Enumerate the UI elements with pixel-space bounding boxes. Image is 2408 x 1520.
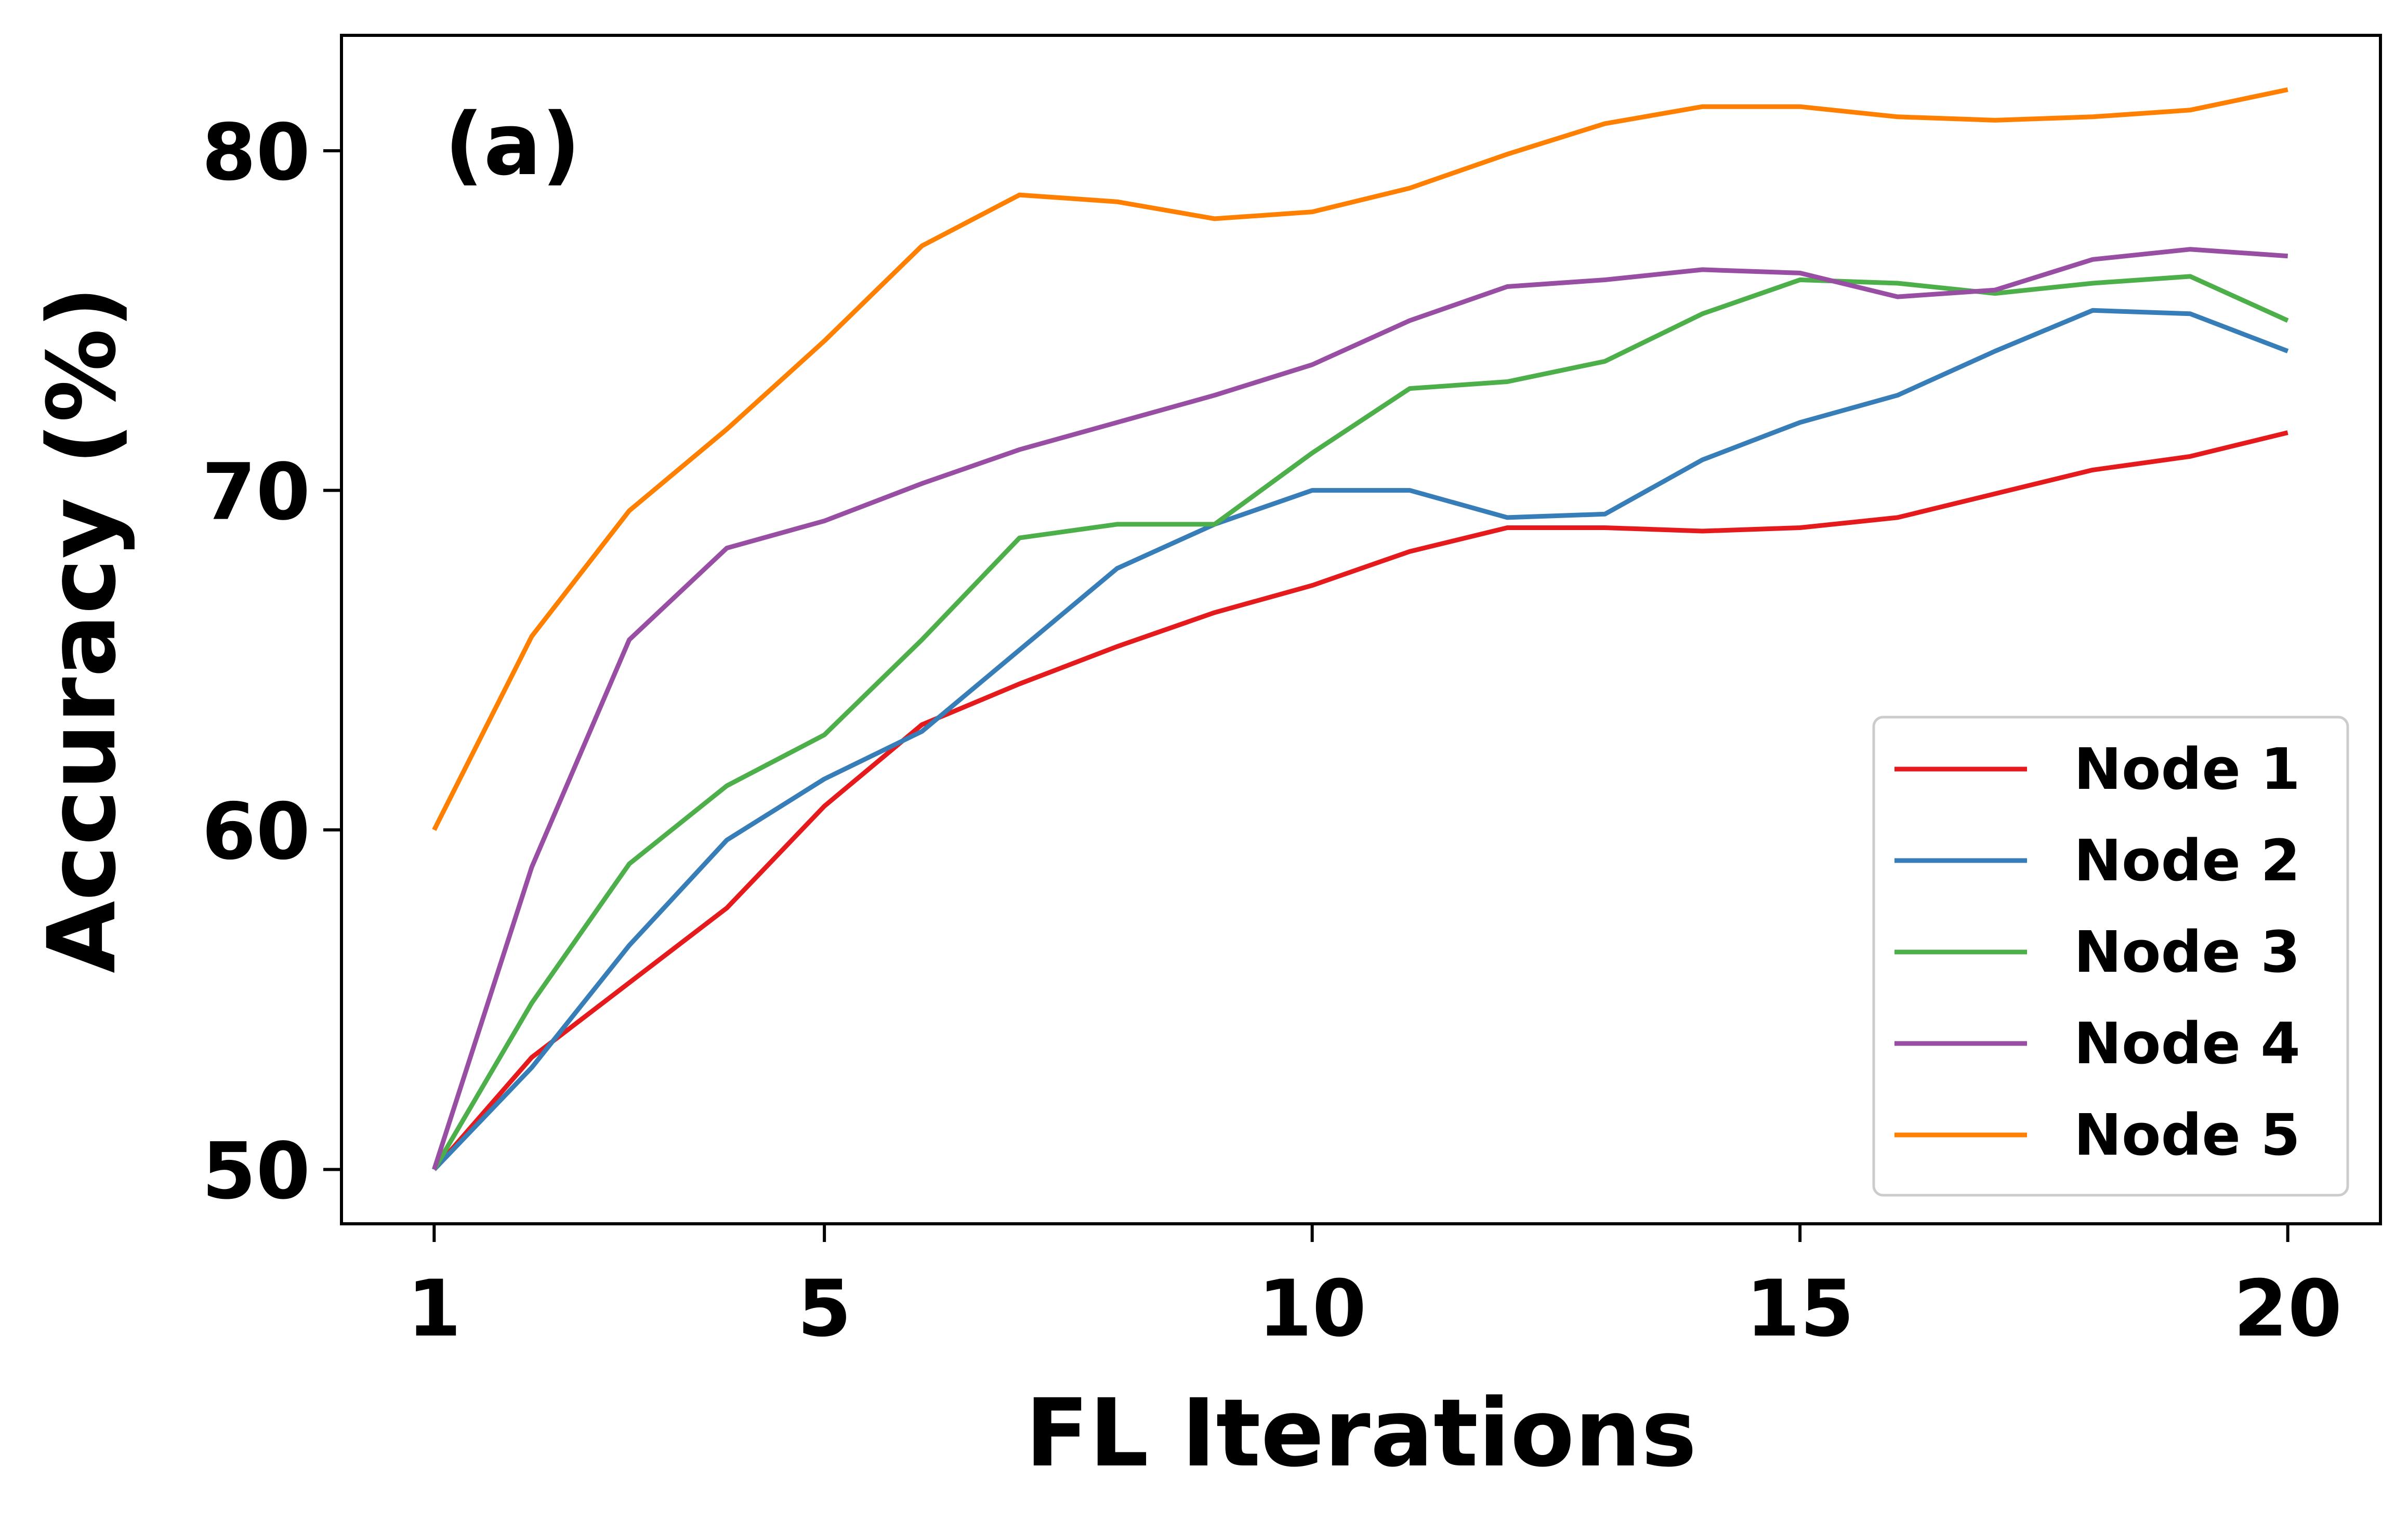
panel-label: (a) [444,95,581,194]
x-tick-label: 1 [407,1264,461,1354]
legend-label-node-5: Node 5 [2074,1102,2300,1168]
series-line-node-2 [432,308,2289,1171]
legend-label-node-2: Node 2 [2074,827,2300,894]
series-line-node-4 [432,247,2288,1170]
x-tick-label: 20 [2233,1264,2342,1354]
y-axis-title: Accuracy (%) [28,286,137,973]
x-axis-title: FL Iterations [1025,1379,1696,1488]
x-tick-label: 5 [797,1264,851,1354]
legend: Node 1 Node 2 Node 3 Node 4 Node 5 [1872,716,2349,1197]
y-tick-label: 60 [202,787,310,877]
legend-label-node-4: Node 4 [2074,1010,2300,1077]
series-line-node-1 [432,430,2288,1171]
y-tick-label: 80 [202,108,310,198]
y-tick-label: 70 [202,447,310,538]
y-tick-label: 50 [202,1126,310,1217]
x-tick-label: 15 [1746,1264,1854,1354]
plot-area-frame [340,34,2382,1225]
x-tick-label: 10 [1258,1264,1366,1354]
series-lines [432,87,2289,1171]
legend-frame [1872,716,2349,1197]
series-line-node-5 [432,87,2288,831]
legend-label-node-3: Node 3 [2074,919,2300,985]
legend-label-node-1: Node 1 [2074,736,2300,802]
